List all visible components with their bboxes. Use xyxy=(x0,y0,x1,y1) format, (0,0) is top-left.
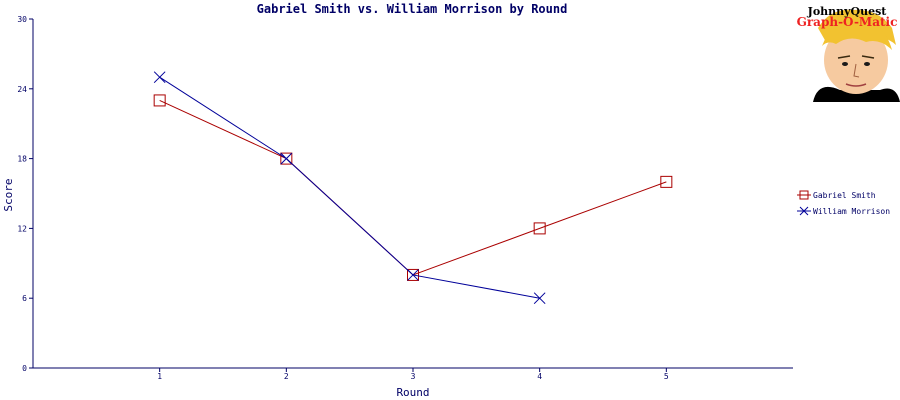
data-point xyxy=(280,152,293,165)
x-tick-label: 2 xyxy=(284,372,289,381)
x-tick-label: 1 xyxy=(157,372,162,381)
y-tick-label: 24 xyxy=(17,85,27,94)
y-tick-label: 12 xyxy=(17,224,27,233)
legend-marker-stroke xyxy=(799,206,809,216)
legend-item: William Morrison xyxy=(797,206,890,216)
logo-text-line1: JohnnyQuest xyxy=(807,5,888,18)
legend: Gabriel Smith William Morrison xyxy=(797,190,890,216)
y-tick-label: 6 xyxy=(22,294,27,303)
y-axis-label: Score xyxy=(2,178,15,211)
series-2 xyxy=(153,71,546,305)
logo: JohnnyQuest Graph-O-Matic xyxy=(797,5,900,102)
data-point xyxy=(407,269,419,281)
axes xyxy=(32,19,793,369)
x-tick-label: 4 xyxy=(537,372,542,381)
data-point-stroke xyxy=(153,71,166,84)
series-layer xyxy=(153,71,673,305)
legend-label: William Morrison xyxy=(813,207,890,216)
data-point xyxy=(280,152,293,165)
data-point-stroke xyxy=(280,152,293,165)
data-point xyxy=(533,222,546,235)
legend-item: Gabriel Smith xyxy=(797,190,876,200)
y-tick-label: 18 xyxy=(17,155,27,164)
data-point xyxy=(533,292,546,305)
legend-marker xyxy=(799,206,809,216)
legend-marker xyxy=(799,190,809,200)
data-point-stroke xyxy=(533,292,546,305)
cartoon-face-icon xyxy=(813,9,900,102)
y-tick-label: 0 xyxy=(22,364,27,373)
data-point xyxy=(660,175,673,188)
data-point-stroke xyxy=(407,269,419,281)
chart-title: Gabriel Smith vs. William Morrison by Ro… xyxy=(257,2,568,16)
data-point xyxy=(407,268,419,281)
series-line xyxy=(159,76,540,299)
series-1 xyxy=(153,94,673,281)
x-tick-label: 5 xyxy=(664,372,669,381)
x-axis-label: Round xyxy=(396,386,429,399)
y-tick-label: 30 xyxy=(17,15,27,24)
data-point xyxy=(153,71,166,84)
logo-text-line2: Graph-O-Matic xyxy=(797,15,898,29)
data-point xyxy=(153,94,166,107)
x-tick-label: 3 xyxy=(411,372,416,381)
legend-label: Gabriel Smith xyxy=(813,191,876,200)
